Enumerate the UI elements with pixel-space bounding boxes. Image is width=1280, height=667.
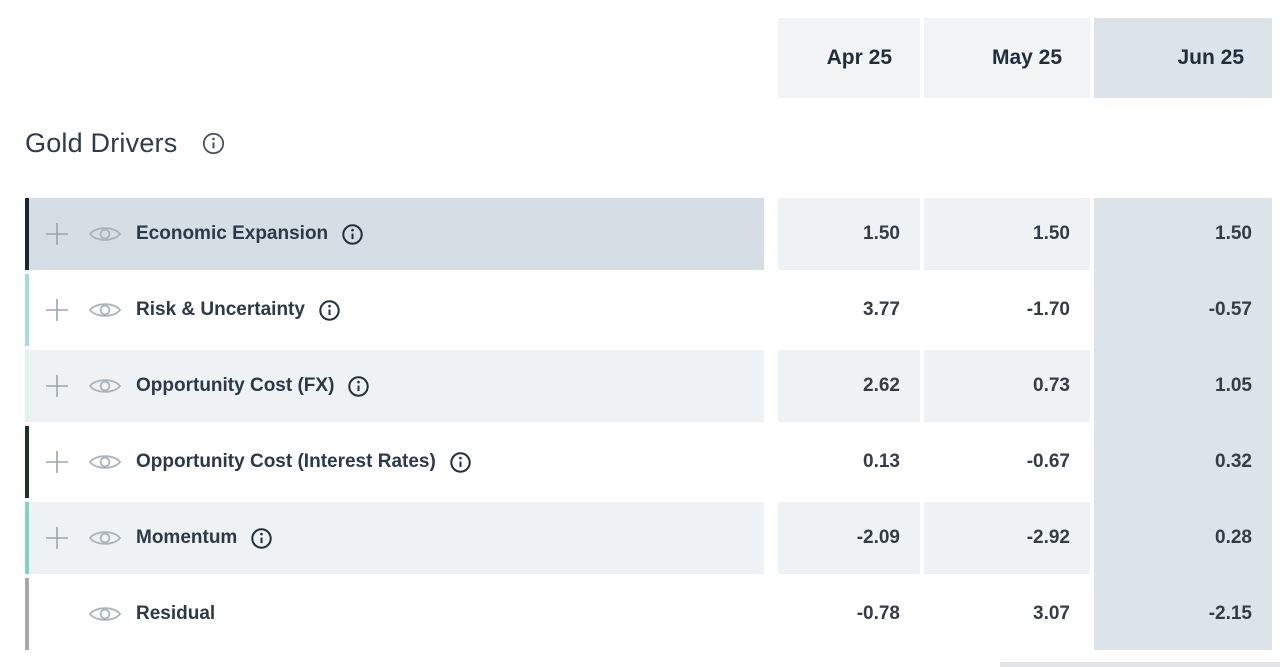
driver-label: Opportunity Cost (Interest Rates) [136,451,436,472]
header-spacer [25,18,764,98]
driver-label-cell[interactable]: Opportunity Cost (Interest Rates) [25,426,764,498]
table-row[interactable]: Economic Expansion 1.50 1.50 1.50 [25,198,1272,270]
expand-icon[interactable] [42,524,72,552]
expand-icon[interactable] [42,220,72,248]
table-row[interactable]: Risk & Uncertainty 3.77 -1.70 -0.57 [25,274,1272,346]
visibility-eye-icon[interactable] [87,527,123,549]
value-cell: 0.32 [1215,451,1252,472]
value-cell: 1.50 [778,198,920,270]
info-icon[interactable] [250,527,273,550]
driver-label-cell[interactable]: Momentum [25,502,764,574]
value-cell: 0.28 [1215,527,1252,548]
value-cell: -0.78 [778,578,920,650]
table-row[interactable]: Residual -0.78 3.07 -2.15 [25,578,1272,650]
column-header-row: Apr 25 May 25 Jun 25 [25,18,1272,98]
info-icon[interactable] [201,131,226,156]
driver-label-cell[interactable]: Opportunity Cost (FX) [25,350,764,422]
visibility-eye-icon[interactable] [87,603,123,625]
value-cell: 1.50 [924,198,1090,270]
driver-label: Momentum [136,527,238,548]
info-icon[interactable] [341,223,364,246]
table-row[interactable]: Opportunity Cost (Interest Rates) 0.13 -0.… [25,426,1272,498]
driver-label: Opportunity Cost (FX) [136,375,335,396]
driver-label: Economic Expansion [136,223,329,244]
driver-label: Risk & Uncertainty [136,299,305,320]
visibility-eye-icon[interactable] [87,223,123,245]
column-header-may[interactable]: May 25 [924,18,1090,98]
value-cell: 1.50 [1215,223,1252,244]
expand-icon[interactable] [42,372,72,400]
info-icon[interactable] [347,375,370,398]
driver-label-cell[interactable]: Residual [25,578,764,650]
value-cell: 3.77 [778,274,920,346]
visibility-eye-icon[interactable] [87,451,123,473]
value-cell: 1.05 [1215,375,1252,396]
value-cell: 3.07 [924,578,1090,650]
table-row[interactable]: Momentum -2.09 -2.92 0.28 [25,502,1272,574]
next-section-divider [1000,662,1280,667]
visibility-eye-icon[interactable] [87,375,123,397]
value-cell: -0.57 [1208,299,1252,320]
value-cell: -2.92 [924,502,1090,574]
expand-icon[interactable] [42,448,72,476]
value-cell: -1.70 [924,274,1090,346]
driver-label-cell[interactable]: Economic Expansion [25,198,764,270]
value-cell: 0.13 [778,426,920,498]
table-row[interactable]: Opportunity Cost (FX) 2.62 0.73 1.05 [25,350,1272,422]
info-icon[interactable] [318,299,341,322]
value-cell: -2.09 [778,502,920,574]
jun-column-highlight [1094,198,1272,650]
value-cell: -2.15 [1208,603,1252,624]
section-title-row: Gold Drivers [25,128,226,159]
info-icon[interactable] [449,451,472,474]
expand-icon[interactable] [42,296,72,324]
section-title: Gold Drivers [25,128,178,158]
drivers-table-body: Economic Expansion 1.50 1.50 1.50 Risk & Unc… [25,198,1272,650]
driver-label-cell[interactable]: Risk & Uncertainty [25,274,764,346]
value-cell: 0.73 [924,350,1090,422]
visibility-eye-icon[interactable] [87,299,123,321]
driver-label: Residual [136,603,216,624]
column-header-apr[interactable]: Apr 25 [778,18,920,98]
value-cell: 2.62 [778,350,920,422]
value-cell: -0.67 [924,426,1090,498]
column-header-jun[interactable]: Jun 25 [1094,18,1272,98]
